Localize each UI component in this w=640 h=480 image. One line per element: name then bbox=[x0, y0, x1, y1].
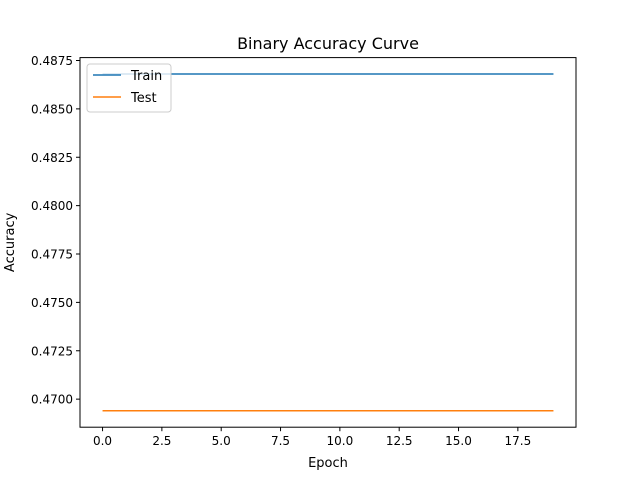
x-tick-label: 17.5 bbox=[504, 434, 531, 448]
x-tick-label: 7.5 bbox=[271, 434, 290, 448]
y-axis-ticks: 0.4700 0.4725 0.4750 0.4775 0.4800 0.4825 0.48… bbox=[31, 54, 80, 407]
y-tick-label: 0.4725 bbox=[31, 344, 73, 358]
legend-label-test: Test bbox=[130, 91, 157, 106]
y-tick-label: 0.4850 bbox=[31, 102, 73, 116]
x-tick-label: 0.0 bbox=[93, 434, 112, 448]
series-layer bbox=[102, 73, 554, 412]
x-tick-label: 5.0 bbox=[212, 434, 231, 448]
y-axis-label: Accuracy bbox=[3, 212, 18, 272]
y-tick-label: 0.4750 bbox=[31, 296, 73, 310]
y-tick-label: 0.4825 bbox=[31, 151, 73, 165]
x-axis-ticks: 0.0 2.5 5.0 7.5 10.0 12.5 15.0 17.5 bbox=[93, 427, 531, 448]
x-tick-label: 12.5 bbox=[386, 434, 413, 448]
legend-box bbox=[86, 63, 172, 113]
x-axis-label: Epoch bbox=[308, 456, 348, 471]
chart-title: Binary Accuracy Curve bbox=[237, 34, 419, 53]
legend: Train Test bbox=[86, 63, 172, 113]
y-tick-label: 0.4800 bbox=[31, 199, 73, 213]
x-tick-label: 2.5 bbox=[152, 434, 171, 448]
legend-label-train: Train bbox=[130, 69, 162, 84]
plot-frame bbox=[79, 57, 577, 428]
y-tick-label: 0.4700 bbox=[31, 393, 73, 407]
x-tick-label: 15.0 bbox=[445, 434, 472, 448]
y-tick-label: 0.4775 bbox=[31, 248, 73, 262]
x-tick-label: 10.0 bbox=[327, 434, 354, 448]
y-tick-label: 0.4875 bbox=[31, 54, 73, 68]
plot-area bbox=[79, 57, 577, 428]
